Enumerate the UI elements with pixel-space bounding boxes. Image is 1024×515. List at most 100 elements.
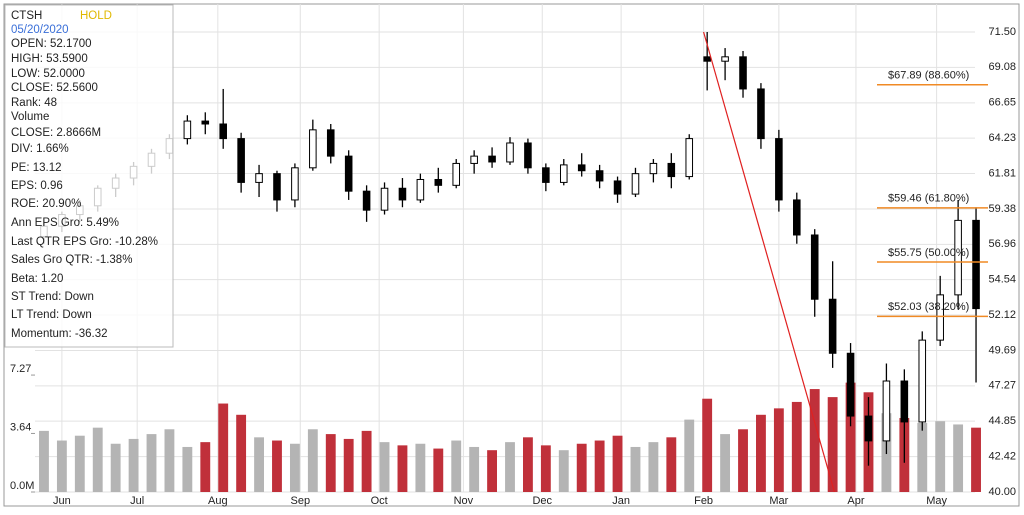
info-line: HIGH: 53.5900 bbox=[11, 53, 88, 65]
info-line: Beta: 1.20 bbox=[11, 273, 63, 285]
volume-bar bbox=[325, 434, 336, 492]
candle-body bbox=[344, 155, 353, 192]
volume-bar bbox=[576, 443, 587, 492]
volume-bar bbox=[146, 434, 157, 492]
volume-bar bbox=[272, 440, 282, 492]
volume-bar bbox=[451, 440, 462, 492]
info-line: OPEN: 52.1700 bbox=[11, 38, 92, 50]
volume-bar bbox=[522, 437, 533, 492]
candle-body bbox=[685, 138, 694, 178]
y-tick-label: 54.54 bbox=[988, 274, 1016, 286]
volume-bar bbox=[433, 448, 444, 492]
candle-body bbox=[828, 298, 837, 354]
info-line: PE: 13.12 bbox=[11, 162, 62, 174]
candle-body bbox=[380, 187, 389, 211]
volume-bar bbox=[254, 437, 264, 492]
candle-body bbox=[452, 162, 461, 186]
volume-bar bbox=[666, 437, 677, 492]
volume-bar bbox=[935, 421, 946, 492]
volume-bar bbox=[236, 414, 247, 492]
y-tick-label: 59.38 bbox=[988, 203, 1016, 215]
info-line: DIV: 1.66% bbox=[11, 143, 69, 155]
candle-body bbox=[362, 190, 371, 211]
y-tick-label: 49.69 bbox=[988, 344, 1016, 356]
x-tick-label: Apr bbox=[847, 495, 864, 507]
volume-bar bbox=[558, 450, 569, 492]
volume-bar bbox=[702, 398, 713, 492]
y-tick-label: 44.85 bbox=[988, 415, 1016, 427]
candle-body bbox=[201, 120, 210, 125]
candle-body bbox=[183, 120, 192, 140]
volume-bar bbox=[200, 442, 211, 492]
fib-label: $55.75 (50.00%) bbox=[888, 247, 969, 259]
x-tick-label: Sep bbox=[290, 495, 310, 507]
info-line: ST Trend: Down bbox=[11, 291, 94, 303]
candle-body bbox=[291, 167, 299, 201]
symbol: CTSH bbox=[11, 10, 42, 22]
candle-body bbox=[559, 164, 568, 183]
x-tick-label: Dec bbox=[532, 495, 552, 507]
volume-bar bbox=[361, 430, 372, 492]
volume-bar bbox=[720, 434, 731, 492]
volume-bar bbox=[39, 430, 49, 492]
y-tick-label: 64.23 bbox=[988, 132, 1016, 144]
rating: HOLD bbox=[80, 10, 112, 22]
info-line: Sales Gro QTR: -1.38% bbox=[11, 254, 132, 266]
candle-body bbox=[649, 162, 658, 175]
panel-box bbox=[4, 4, 174, 348]
x-tick-label: Aug bbox=[208, 495, 228, 507]
candle-body bbox=[595, 170, 604, 182]
x-tick-label: Jun bbox=[53, 495, 71, 507]
candle-body bbox=[775, 138, 783, 201]
candle-body bbox=[667, 162, 676, 178]
info-line: CLOSE: 2.8666M bbox=[11, 127, 101, 139]
info-line: EPS: 0.96 bbox=[11, 180, 63, 192]
candle-body bbox=[416, 178, 425, 201]
y-tick-label: 52.12 bbox=[988, 309, 1016, 321]
volume-bar bbox=[469, 446, 480, 492]
info-line: Last QTR EPS Gro: -10.28% bbox=[11, 236, 158, 248]
candle-body bbox=[613, 180, 622, 195]
info-line: ROE: 20.90% bbox=[11, 198, 81, 210]
candle-body bbox=[255, 173, 263, 183]
candle-body bbox=[542, 167, 550, 183]
volume-bar bbox=[415, 443, 426, 492]
candle-body bbox=[470, 155, 478, 164]
candle-body bbox=[954, 219, 962, 296]
candle-body bbox=[810, 234, 819, 300]
info-line: Momentum: -36.32 bbox=[11, 328, 108, 340]
y-tick-label: 71.50 bbox=[988, 26, 1016, 38]
candle-body bbox=[721, 56, 729, 62]
volume-bar bbox=[756, 414, 766, 492]
candle-body bbox=[793, 199, 801, 236]
volume-bar bbox=[971, 427, 981, 492]
candle-body bbox=[739, 56, 747, 90]
volume-bar bbox=[218, 403, 229, 492]
x-tick-label: Feb bbox=[694, 495, 713, 507]
volume-bar bbox=[164, 429, 175, 492]
volume-bar bbox=[289, 443, 300, 492]
x-tick-label: Jan bbox=[612, 495, 630, 507]
candle-body bbox=[900, 380, 909, 423]
volume-bar bbox=[953, 424, 964, 492]
volume-bar bbox=[612, 435, 623, 492]
candle-body bbox=[703, 56, 711, 62]
candle-body bbox=[846, 352, 855, 417]
y-tick-label: 56.96 bbox=[988, 238, 1016, 250]
volume-bar bbox=[487, 450, 498, 492]
volume-bar bbox=[56, 440, 67, 492]
candle-body bbox=[398, 187, 407, 201]
info-line: Ann EPS Gro: 5.49% bbox=[11, 217, 119, 229]
volume-bar bbox=[845, 382, 856, 492]
volume-bar bbox=[92, 427, 103, 492]
volume-bar bbox=[397, 445, 408, 492]
info-line: Volume bbox=[11, 111, 49, 123]
candle-body bbox=[631, 173, 640, 195]
candle-body bbox=[882, 380, 891, 442]
y-tick-label: 69.08 bbox=[988, 61, 1016, 73]
candle-body bbox=[918, 339, 927, 423]
x-tick-label: Oct bbox=[371, 495, 388, 507]
volume-bar bbox=[809, 389, 820, 492]
info-line: LT Trend: Down bbox=[11, 309, 92, 321]
